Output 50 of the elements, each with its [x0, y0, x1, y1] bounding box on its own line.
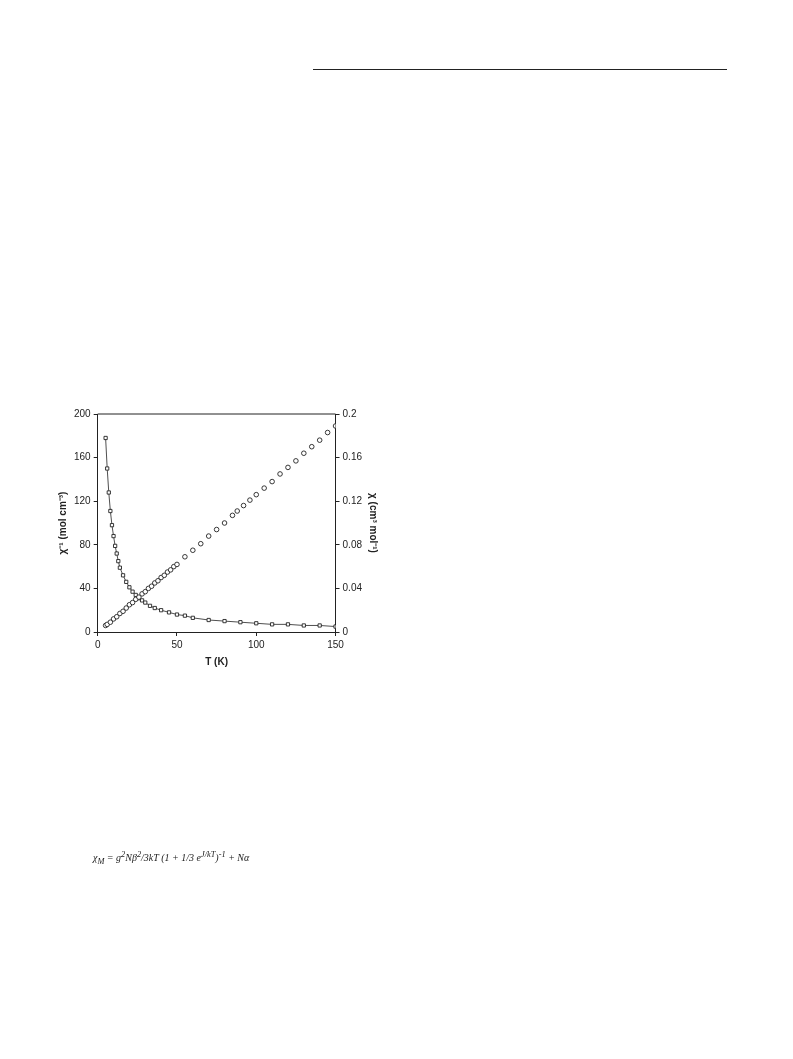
point [270, 622, 275, 627]
point [317, 623, 322, 628]
point [174, 612, 180, 617]
point [254, 621, 259, 626]
point [106, 490, 111, 495]
x-tick-label: 0 [94, 638, 101, 650]
point [159, 608, 164, 613]
point [190, 615, 195, 620]
point [114, 551, 119, 556]
point [124, 579, 129, 584]
point [238, 620, 243, 625]
point [301, 623, 306, 628]
y2-tick-label: 0.04 [342, 582, 363, 594]
point [127, 585, 132, 590]
point [117, 565, 122, 570]
y-tick-label: 40 [79, 582, 92, 594]
point [222, 619, 227, 624]
y2-tick-label: 0.16 [342, 451, 363, 463]
y2-tick-label: 0.12 [342, 494, 363, 506]
x-tick-label: 50 [171, 638, 183, 650]
x-tick-label: 100 [247, 638, 266, 650]
point [182, 613, 187, 618]
point [105, 466, 110, 471]
x-tick-label: 150 [327, 638, 345, 650]
y-tick-label: 120 [74, 494, 92, 506]
y2-axis-title: χ (cm³ mol⁻¹) [368, 493, 380, 553]
y2-tick-label: 0.2 [342, 407, 357, 419]
y2-tick-label: 0.08 [342, 538, 363, 550]
y2-tick-label: 0 [342, 625, 349, 637]
point [152, 605, 157, 611]
point [206, 617, 211, 623]
y-tick-label: 200 [74, 407, 92, 419]
x-axis-title: T (K) [205, 655, 228, 667]
point [147, 603, 153, 608]
y-axis-title: χ⁻¹ (mol cm⁻³) [56, 491, 68, 555]
point [113, 543, 118, 548]
point [116, 559, 121, 564]
text: χ$_{M}$ = g$^{2}$Nβ$^{2}$/3kT (1 + 1/3 e$^{J/kT}$)$^{-1}$ + Nα [93, 850, 250, 867]
y-tick-label: 0 [85, 625, 92, 637]
point [111, 534, 116, 539]
point [285, 622, 291, 627]
point [120, 573, 126, 578]
point [109, 523, 115, 528]
point [166, 610, 172, 615]
point [333, 624, 336, 629]
point [103, 435, 108, 441]
y-tick-label: 160 [74, 451, 92, 463]
point [130, 589, 135, 594]
point [108, 508, 113, 514]
y-tick-label: 80 [79, 538, 92, 550]
